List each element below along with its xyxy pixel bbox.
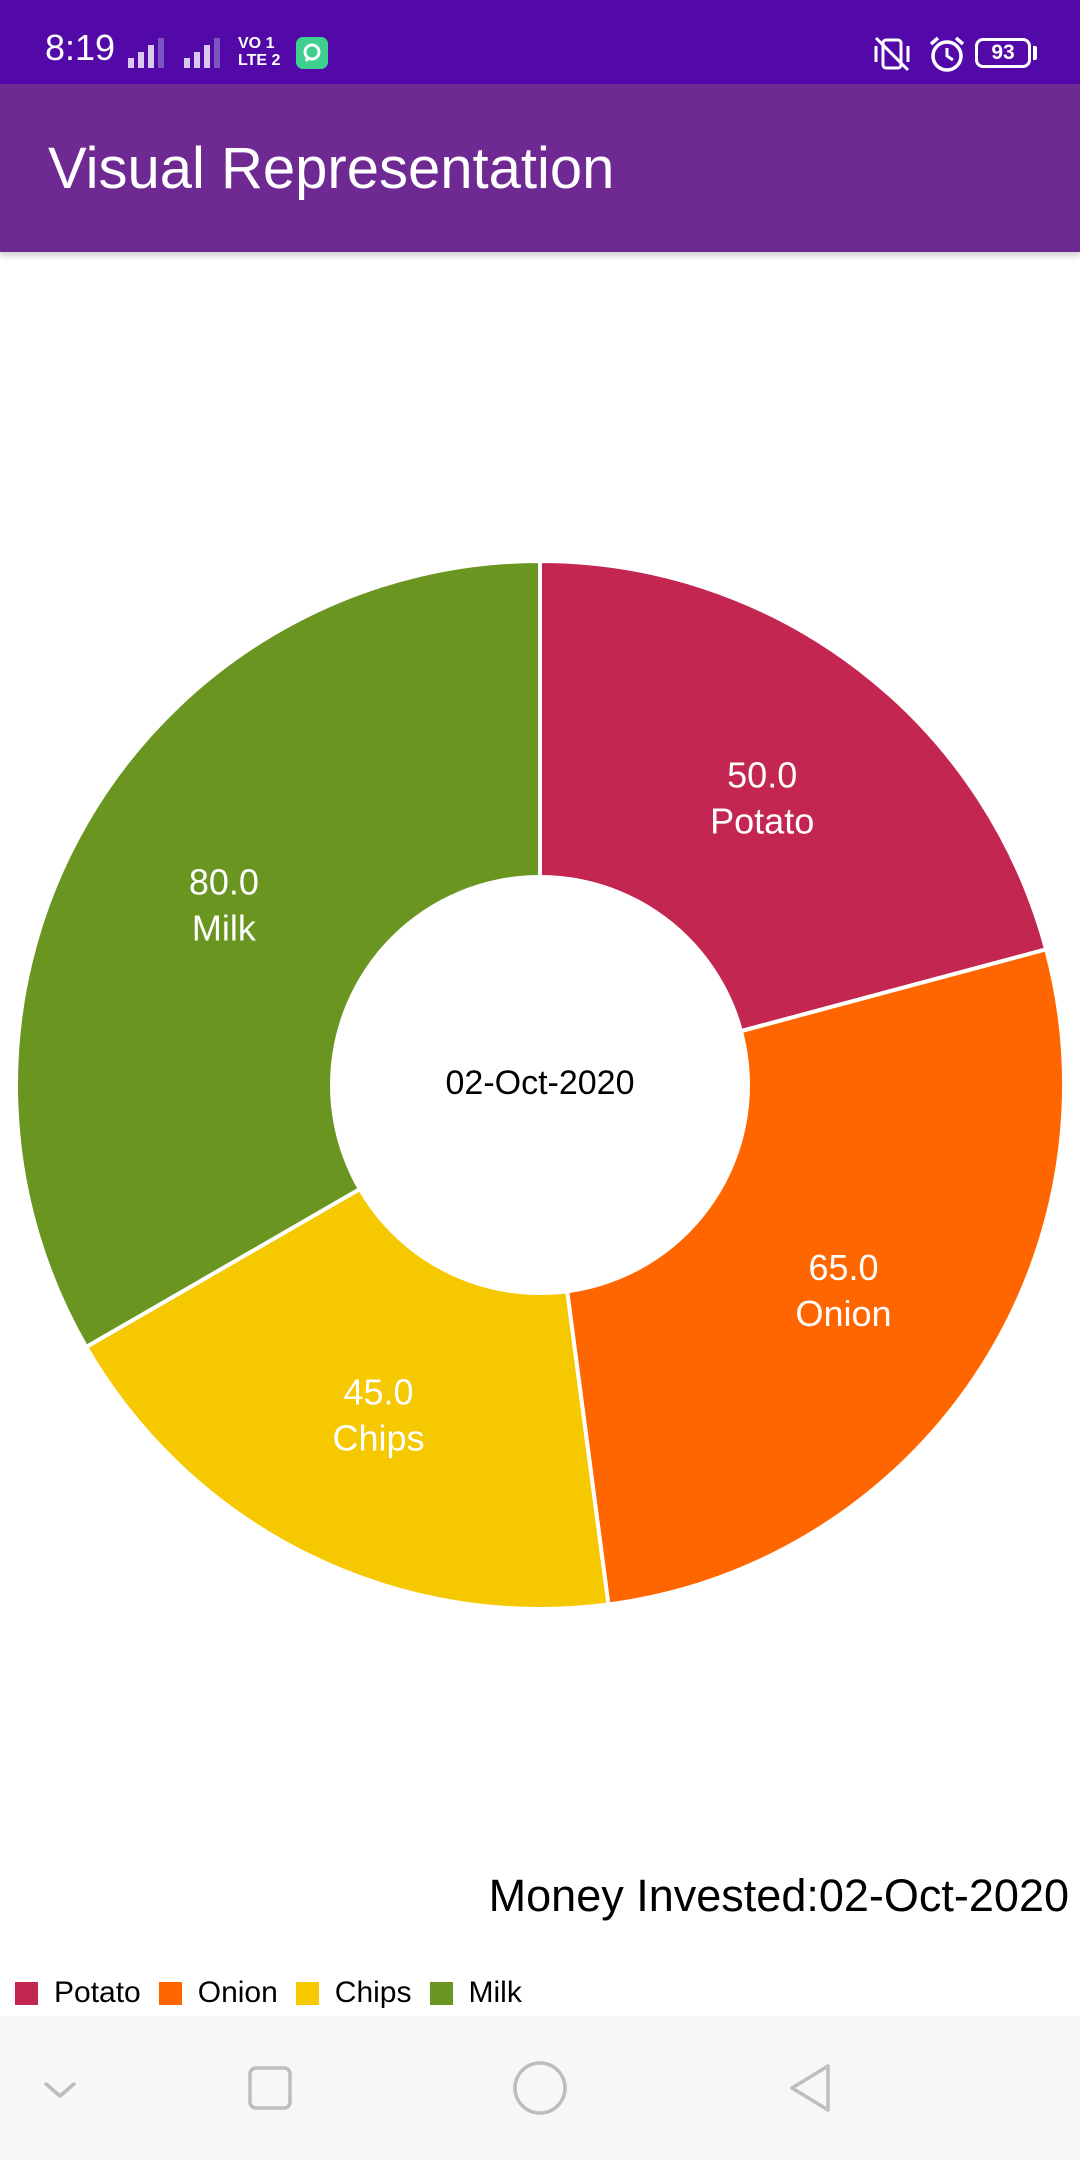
slice-category-label: Chips	[333, 1417, 425, 1458]
slice-category-label: Potato	[710, 800, 814, 841]
vibrate-off-icon	[874, 36, 910, 72]
battery-icon: 93	[975, 38, 1031, 68]
signal-sim1-icon	[128, 38, 164, 68]
navigation-bar	[0, 2016, 1080, 2160]
legend-label: Onion	[197, 1976, 278, 2009]
slice-category-label: Onion	[795, 1293, 891, 1334]
app-bar: Visual Representation	[0, 84, 1080, 252]
slice-value-label: 45.0	[344, 1371, 414, 1412]
slice-value-label: 80.0	[189, 862, 259, 903]
home-icon[interactable]	[500, 2048, 580, 2128]
legend-label: Milk	[468, 1976, 522, 2009]
slice-label-potato: 50.0 Potato	[710, 754, 814, 841]
legend-swatch	[429, 1981, 453, 2005]
donut-hole	[330, 875, 750, 1295]
chart-description: Money Invested:02-Oct-2020	[488, 1870, 1069, 1921]
slice-value-label: 50.0	[727, 754, 797, 795]
legend-item-chips: Chips	[295, 1976, 412, 2010]
app-title: Visual Representation	[48, 136, 615, 201]
legend-item-onion: Onion	[158, 1976, 278, 2010]
slice-label-chips: 45.0 Chips	[333, 1371, 425, 1458]
slice-category-label: Milk	[192, 908, 257, 949]
status-time: 8:19	[45, 27, 116, 68]
chart-labels: 50.0 Potato 65.0 Onion 45.0 Chips 80.0 Milk	[189, 754, 892, 1458]
legend-swatch	[295, 1981, 319, 2005]
legend-swatch	[15, 1981, 38, 2005]
legend-label: Chips	[334, 1976, 412, 2009]
signal-sim2-icon	[184, 38, 220, 68]
donut-chart[interactable]: 02-Oct-2020 50.0 Potato 65.0 Onion 45.0 Chips…	[0, 252, 1080, 1832]
back-icon[interactable]	[770, 2048, 850, 2128]
volte-badge-top: VO 1	[238, 35, 275, 52]
slice-label-onion: 65.0 Onion	[795, 1247, 891, 1334]
legend-item-milk: Milk	[429, 1976, 522, 2010]
volte-badge-bottom: LTE 2	[238, 52, 281, 69]
collapse-icon[interactable]	[20, 2048, 100, 2128]
battery-tip	[1033, 46, 1037, 60]
volte-icon: VO 1 LTE 2	[238, 35, 284, 71]
legend-swatch	[158, 1981, 182, 2005]
chart-legend: Potato Onion Chips Milk	[15, 1975, 540, 2011]
slice-value-label: 65.0	[808, 1247, 878, 1288]
alarm-icon	[929, 36, 965, 72]
legend-label: Potato	[54, 1976, 141, 2009]
donut-center-text: 02-Oct-2020	[446, 1064, 635, 1102]
app-notification-icon	[296, 37, 328, 69]
legend-item-potato: Potato	[15, 1976, 141, 2010]
status-bar: 8:19 VO 1 LTE 2 93	[0, 0, 1080, 84]
slice-label-milk: 80.0 Milk	[189, 862, 259, 949]
recents-icon[interactable]	[230, 2048, 310, 2128]
